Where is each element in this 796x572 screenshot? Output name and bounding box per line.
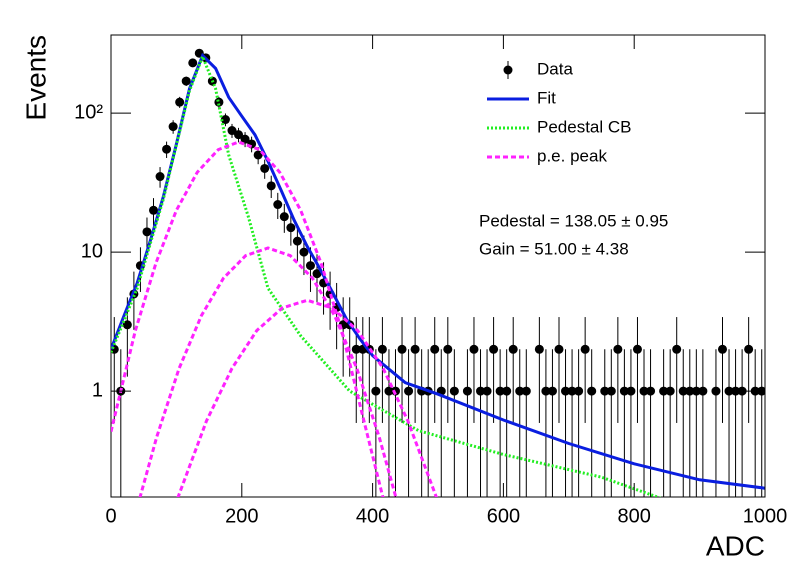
data-point [155, 172, 165, 182]
data-point [534, 344, 544, 354]
data-point [273, 200, 283, 210]
data-point [672, 344, 682, 354]
data-point [279, 212, 289, 222]
data-point [377, 344, 387, 354]
data-point [410, 344, 420, 354]
data-point [619, 386, 629, 396]
legend-label: Data [537, 59, 573, 78]
data-point [691, 386, 701, 396]
data-point [227, 126, 237, 136]
data-point [547, 386, 557, 396]
data-point [541, 386, 551, 396]
data-point [580, 344, 590, 354]
data-point [626, 386, 636, 396]
data-point [286, 223, 296, 233]
data-point [495, 386, 505, 396]
x-axis-label: ADC [706, 530, 765, 561]
data-point [266, 181, 276, 191]
data-point [292, 236, 302, 246]
data-point [149, 205, 159, 215]
x-tick-label: 400 [356, 505, 389, 527]
data-point [162, 144, 172, 154]
annotation: Pedestal = 138.05 ± 0.95 [479, 211, 668, 230]
legend-swatch [503, 65, 513, 75]
data-point [404, 386, 414, 396]
data-point [371, 386, 381, 396]
legend-label: Fit [537, 88, 556, 107]
data-point [574, 386, 584, 396]
curve [138, 246, 398, 497]
plot-area [111, 48, 765, 497]
data-point [724, 386, 734, 396]
data-point [476, 386, 486, 396]
data-point [606, 386, 616, 396]
data-point [731, 386, 741, 396]
data-point [142, 227, 152, 237]
data-point [181, 76, 191, 86]
y-axis-label: Events [20, 35, 51, 121]
data-point [737, 386, 747, 396]
data-point [240, 134, 250, 144]
data-point [717, 344, 727, 354]
x-tick-label: 200 [225, 505, 258, 527]
data-point [384, 386, 394, 396]
data-point [305, 261, 315, 271]
data-point [665, 386, 675, 396]
data-point [508, 344, 518, 354]
data-point [646, 386, 656, 396]
data-point [711, 386, 721, 396]
data-point [587, 386, 597, 396]
plot-frame [110, 34, 766, 498]
data-point [443, 344, 453, 354]
data-point [312, 269, 322, 279]
curve [111, 52, 765, 490]
data-point [188, 58, 198, 68]
data-point [469, 344, 479, 354]
data-point [561, 386, 571, 396]
data-point [449, 386, 459, 396]
curve [111, 140, 385, 497]
data-point [482, 386, 492, 396]
x-tick-label: 600 [487, 505, 520, 527]
data-point [639, 386, 649, 396]
data-point [489, 344, 499, 354]
data-point [397, 344, 407, 354]
data-point [521, 386, 531, 396]
data-point [260, 163, 270, 173]
data-point [299, 247, 309, 257]
data-point [175, 97, 185, 107]
data-point [659, 386, 669, 396]
data-point [744, 344, 754, 354]
data-point [632, 344, 642, 354]
data-point [698, 386, 708, 396]
x-tick-label: 0 [105, 505, 116, 527]
data-point [168, 122, 178, 132]
data-point [685, 386, 695, 396]
data-point [234, 130, 244, 140]
x-tick-label: 1000 [743, 505, 788, 527]
data-point [122, 320, 132, 330]
data-point [613, 344, 623, 354]
data-point [600, 386, 610, 396]
data-point [220, 115, 230, 125]
annotation: Gain = 51.00 ± 4.38 [479, 239, 629, 258]
data-point [515, 386, 525, 396]
data-point [502, 386, 512, 396]
data-point [351, 344, 361, 354]
curve [111, 52, 661, 497]
data-point [567, 386, 577, 396]
y-tick-label: 10² [74, 101, 103, 123]
data-point [554, 344, 564, 354]
legend-label: Pedestal CB [537, 117, 632, 136]
legend-label: p.e. peak [537, 146, 607, 165]
x-tick-label: 800 [618, 505, 651, 527]
data-point [462, 386, 472, 396]
curve [176, 298, 438, 497]
data-point [678, 386, 688, 396]
data-point [430, 344, 440, 354]
y-tick-label: 1 [92, 379, 103, 401]
y-tick-label: 10 [81, 240, 103, 262]
